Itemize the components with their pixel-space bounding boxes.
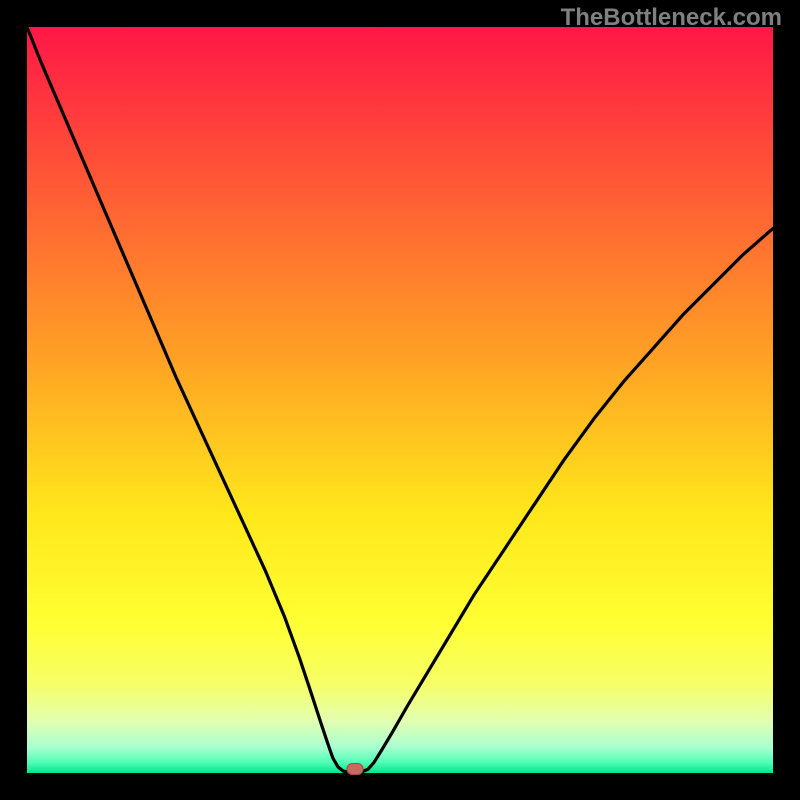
chart-stage: TheBottleneck.com	[0, 0, 800, 800]
bottleneck-curve	[27, 27, 773, 773]
optimum-marker	[347, 763, 364, 775]
plot-area	[27, 27, 773, 773]
watermark-text: TheBottleneck.com	[561, 4, 782, 32]
